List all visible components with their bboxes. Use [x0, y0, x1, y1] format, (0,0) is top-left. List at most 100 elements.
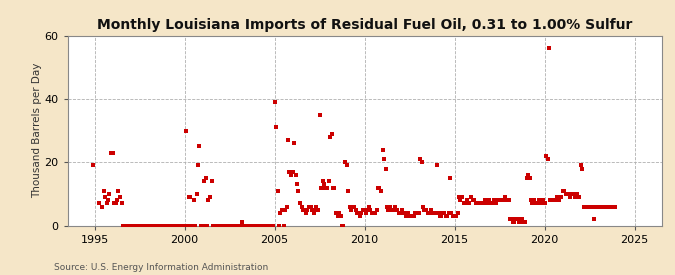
Point: [358, 207, 369, 212]
Point: [407, 214, 418, 218]
Point: [240, 223, 251, 228]
Point: [406, 214, 416, 218]
Point: [410, 211, 421, 215]
Point: [429, 211, 440, 215]
Point: [251, 223, 262, 228]
Point: [321, 185, 332, 190]
Point: [181, 128, 192, 133]
Point: [581, 204, 592, 209]
Point: [424, 211, 435, 215]
Point: [589, 217, 599, 221]
Point: [518, 220, 529, 224]
Point: [584, 204, 595, 209]
Point: [428, 211, 439, 215]
Point: [356, 211, 367, 215]
Point: [487, 201, 497, 205]
Point: [535, 201, 545, 205]
Point: [551, 195, 562, 199]
Point: [381, 204, 392, 209]
Point: [343, 188, 354, 193]
Point: [512, 217, 523, 221]
Point: [252, 223, 263, 228]
Point: [596, 204, 607, 209]
Point: [439, 211, 450, 215]
Point: [170, 223, 181, 228]
Point: [601, 204, 612, 209]
Point: [277, 207, 288, 212]
Point: [370, 211, 381, 215]
Point: [532, 201, 543, 205]
Point: [591, 204, 602, 209]
Point: [306, 207, 317, 212]
Point: [446, 211, 457, 215]
Point: [597, 204, 608, 209]
Point: [235, 223, 246, 228]
Point: [212, 223, 223, 228]
Point: [111, 198, 122, 202]
Point: [167, 223, 178, 228]
Point: [173, 223, 184, 228]
Point: [329, 185, 340, 190]
Point: [262, 223, 273, 228]
Point: [583, 204, 593, 209]
Point: [109, 201, 119, 205]
Point: [186, 223, 197, 228]
Point: [595, 204, 605, 209]
Point: [347, 204, 358, 209]
Point: [257, 223, 268, 228]
Point: [539, 201, 550, 205]
Point: [578, 204, 589, 209]
Point: [121, 223, 132, 228]
Point: [510, 217, 521, 221]
Point: [117, 223, 128, 228]
Point: [543, 46, 554, 51]
Point: [374, 185, 385, 190]
Point: [466, 195, 477, 199]
Point: [451, 214, 462, 218]
Point: [266, 223, 277, 228]
Y-axis label: Thousand Barrels per Day: Thousand Barrels per Day: [32, 63, 42, 198]
Point: [533, 198, 544, 202]
Point: [434, 214, 445, 218]
Point: [286, 173, 296, 177]
Point: [529, 198, 539, 202]
Point: [360, 211, 371, 215]
Point: [331, 211, 342, 215]
Point: [269, 100, 280, 104]
Point: [263, 223, 274, 228]
Point: [138, 223, 149, 228]
Point: [566, 192, 577, 196]
Point: [401, 214, 412, 218]
Point: [364, 204, 375, 209]
Point: [314, 113, 325, 117]
Point: [225, 223, 236, 228]
Point: [310, 207, 321, 212]
Point: [408, 214, 419, 218]
Point: [236, 220, 247, 224]
Point: [250, 223, 261, 228]
Point: [468, 198, 479, 202]
Point: [530, 201, 541, 205]
Point: [175, 223, 186, 228]
Point: [169, 223, 180, 228]
Point: [497, 198, 508, 202]
Point: [127, 223, 138, 228]
Point: [202, 223, 213, 228]
Point: [281, 204, 292, 209]
Point: [461, 198, 472, 202]
Point: [209, 223, 220, 228]
Point: [190, 223, 200, 228]
Point: [367, 211, 377, 215]
Point: [197, 223, 208, 228]
Point: [570, 192, 581, 196]
Point: [499, 198, 510, 202]
Point: [464, 201, 475, 205]
Point: [97, 204, 107, 209]
Point: [233, 223, 244, 228]
Point: [413, 211, 424, 215]
Point: [179, 223, 190, 228]
Point: [537, 198, 548, 202]
Point: [524, 176, 535, 180]
Point: [380, 166, 391, 171]
Point: [521, 176, 532, 180]
